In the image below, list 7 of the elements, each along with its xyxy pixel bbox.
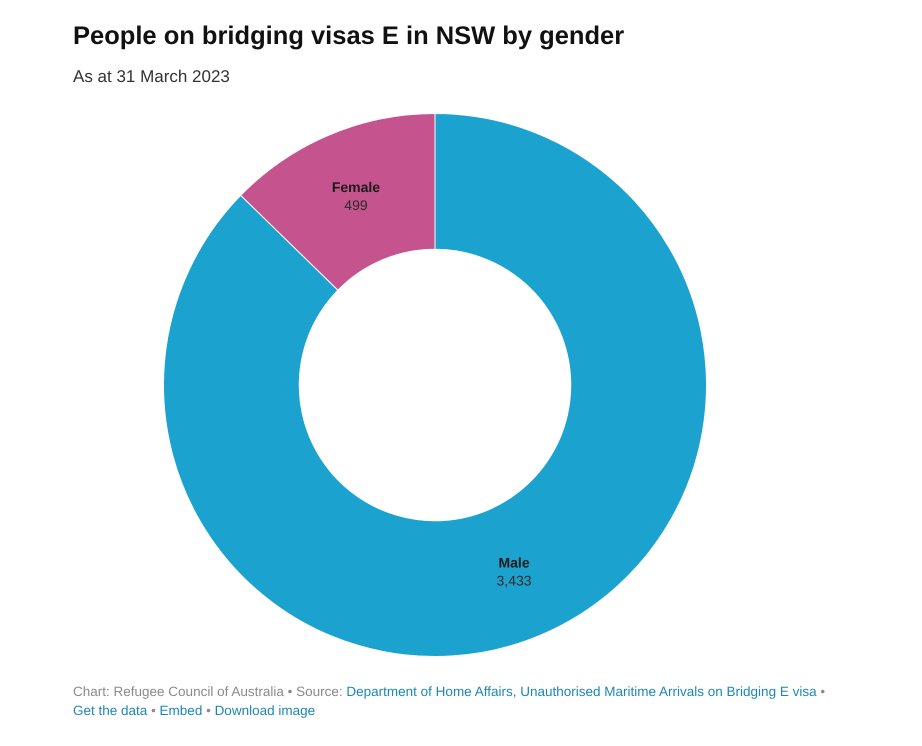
chart-title: People on bridging visas E in NSW by gender — [73, 22, 624, 51]
data-label: 499 — [344, 197, 368, 214]
data-label: 3,433 — [496, 572, 532, 589]
text: Chart: Refugee Council of Australia • Source: Department of Home Affairs, Unauthorised Maritime Arrivals on Bridging E visa • Get the data • Embed • Download image — [73, 684, 826, 718]
chart-subtitle: As at 31 March 2023 — [73, 67, 230, 87]
slice-label: Female — [332, 179, 380, 196]
slice-label: Male — [498, 554, 530, 571]
